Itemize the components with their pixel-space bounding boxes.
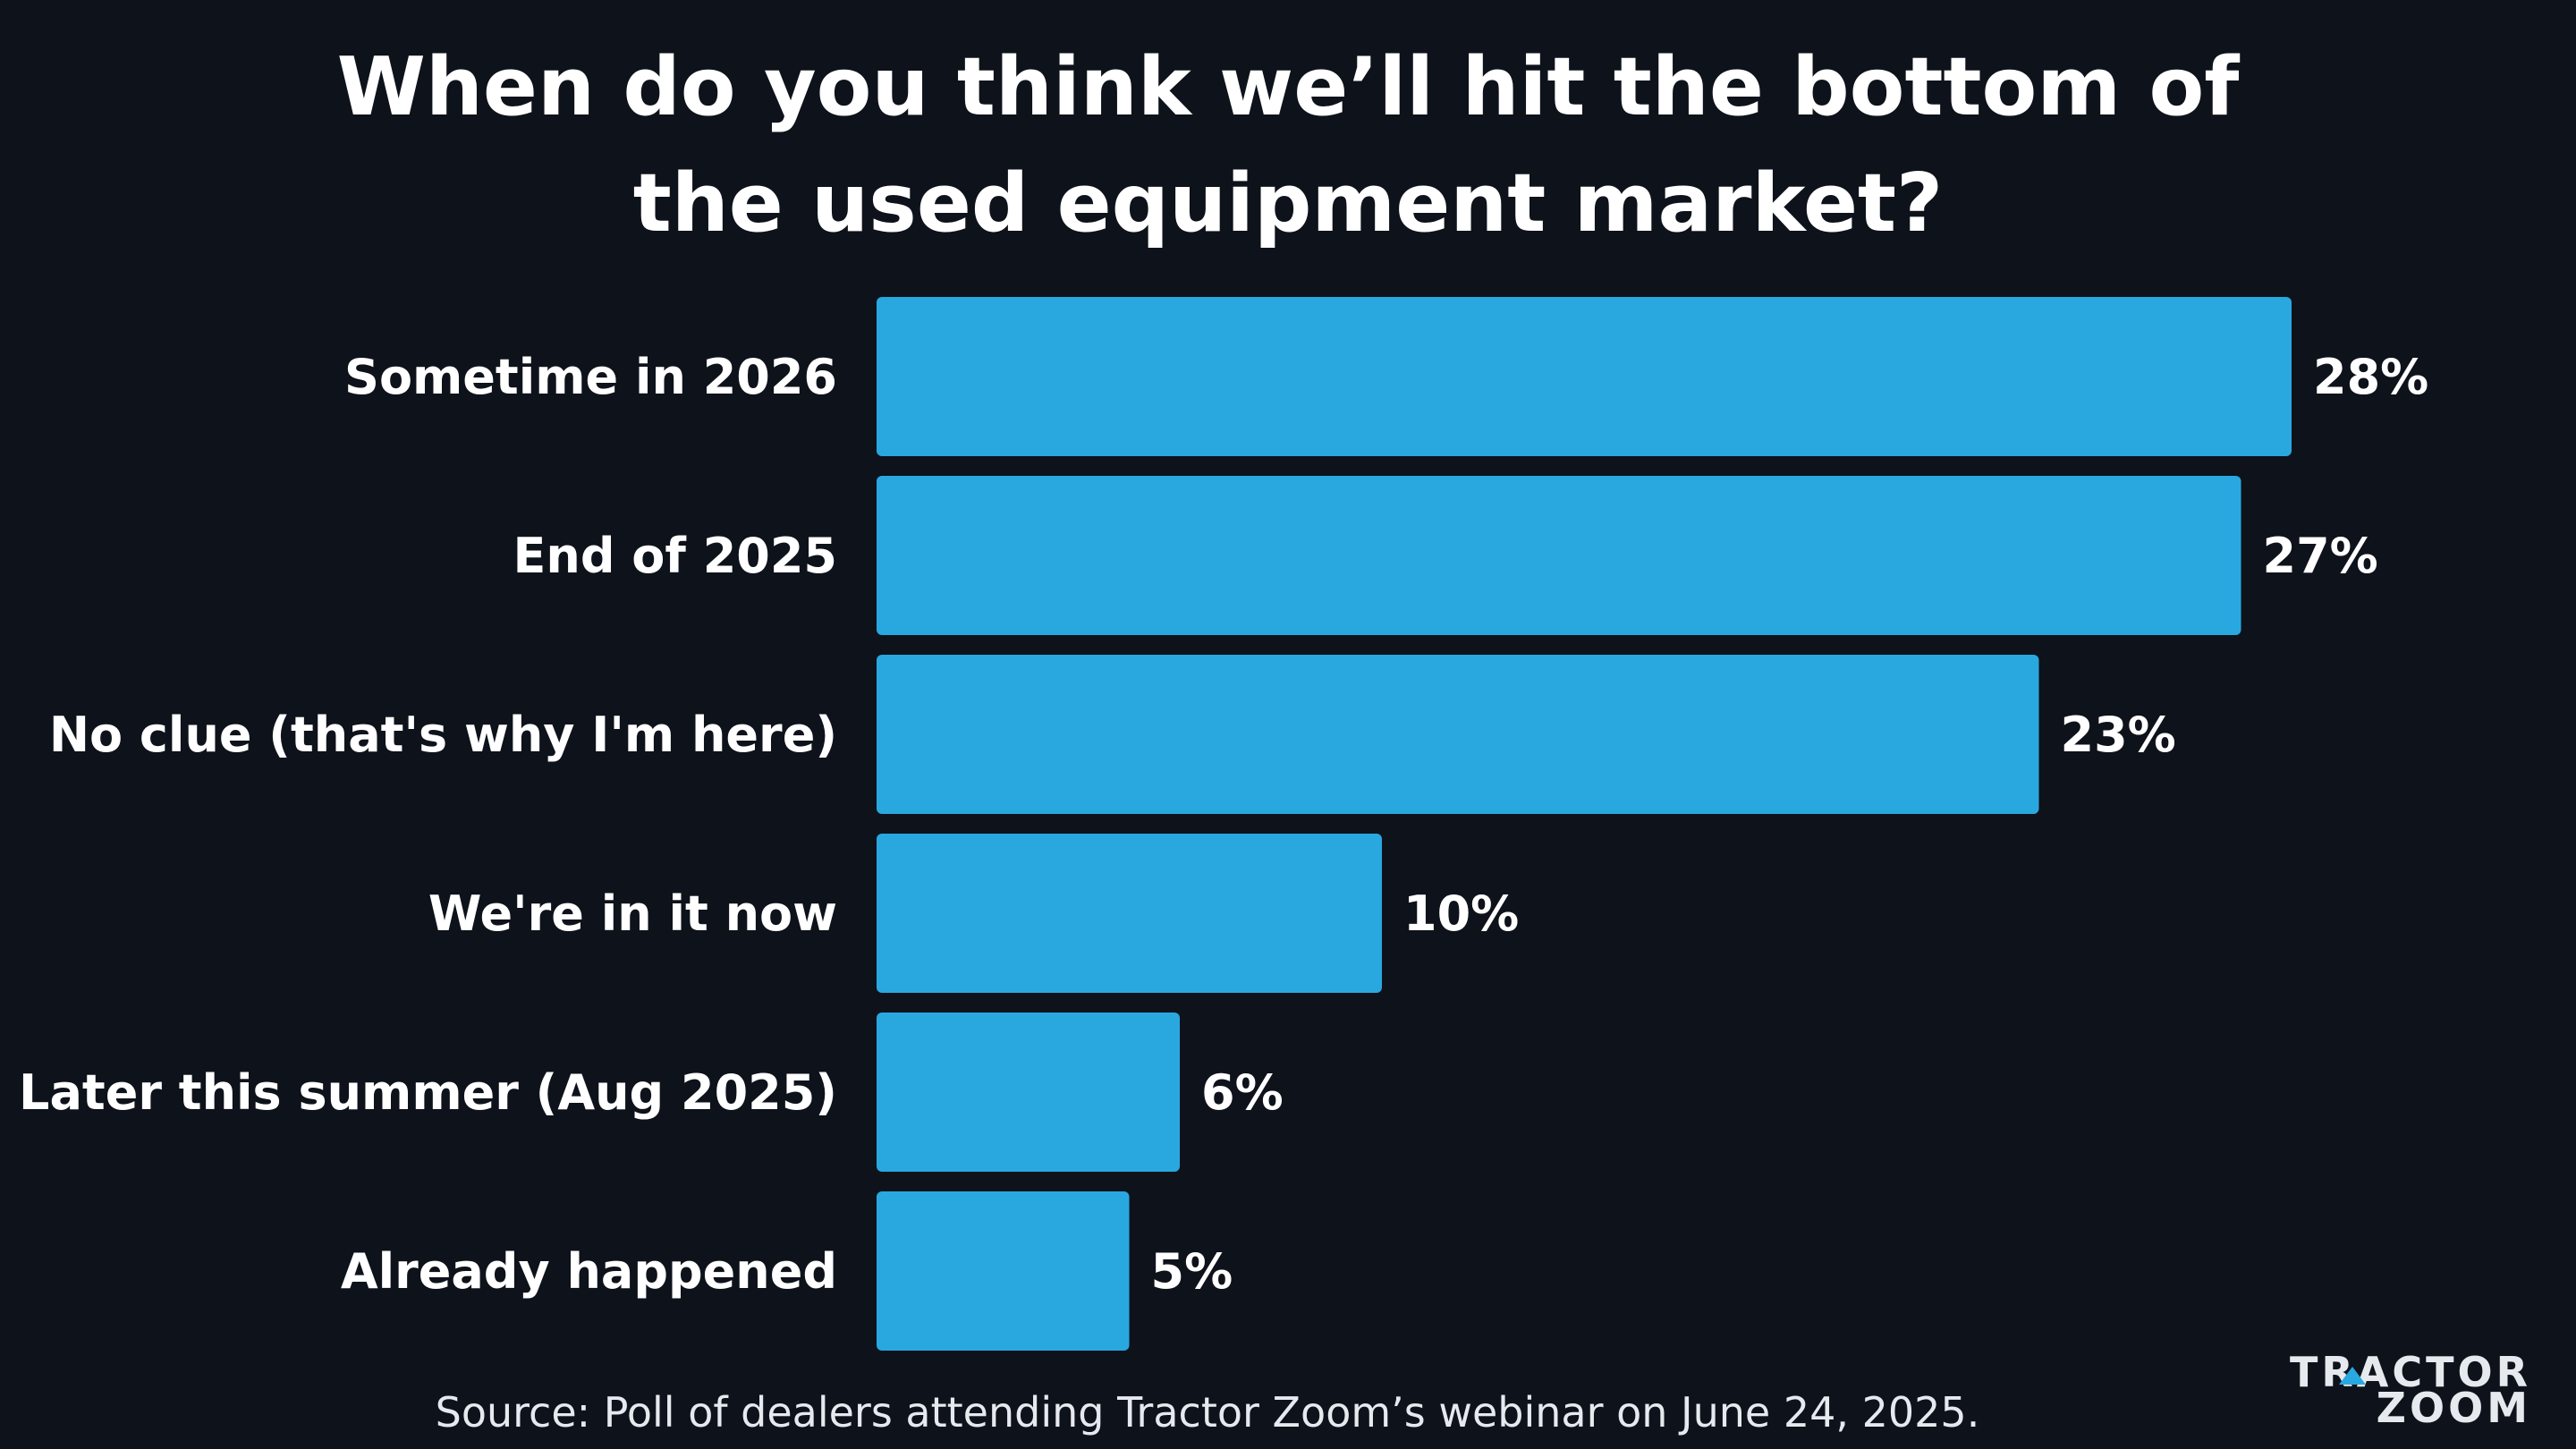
value-label: 6% [1201,1064,1284,1121]
category-label: Already happened [341,1243,837,1300]
value-label: 5% [1151,1243,1233,1300]
value-label: 10% [1403,886,1519,942]
bar [877,1191,1130,1351]
logo-triangle-icon [2339,1367,2366,1385]
bar [877,476,2241,635]
logo-line-2: ZOOM [2377,1384,2531,1432]
category-label: No clue (that's why I'm here) [49,707,837,763]
category-label: We're in it now [428,886,837,942]
source-note: Source: Poll of dealers attending Tracto… [436,1388,1980,1436]
bar [877,655,2039,814]
value-label: 28% [2313,349,2428,405]
value-label: 27% [2263,528,2378,584]
bar [877,297,2292,456]
chart-title-line-1: When do you think we’ll hit the bottom o… [337,40,2241,134]
value-label: 23% [2061,707,2176,763]
bar [877,1013,1180,1172]
tractor-zoom-logo: TRACTOR ZOOM [2290,1348,2531,1432]
logo-line-1: TRACTOR [2290,1348,2531,1396]
chart-title-line-2: the used equipment market? [633,157,1944,250]
category-label: End of 2025 [513,528,837,584]
bar [877,834,1382,993]
bars-group: Sometime in 2026 28% End of 2025 27% No clue… [19,297,2428,1351]
category-label: Later this summer (Aug 2025) [19,1064,837,1121]
category-label: Sometime in 2026 [344,349,837,405]
